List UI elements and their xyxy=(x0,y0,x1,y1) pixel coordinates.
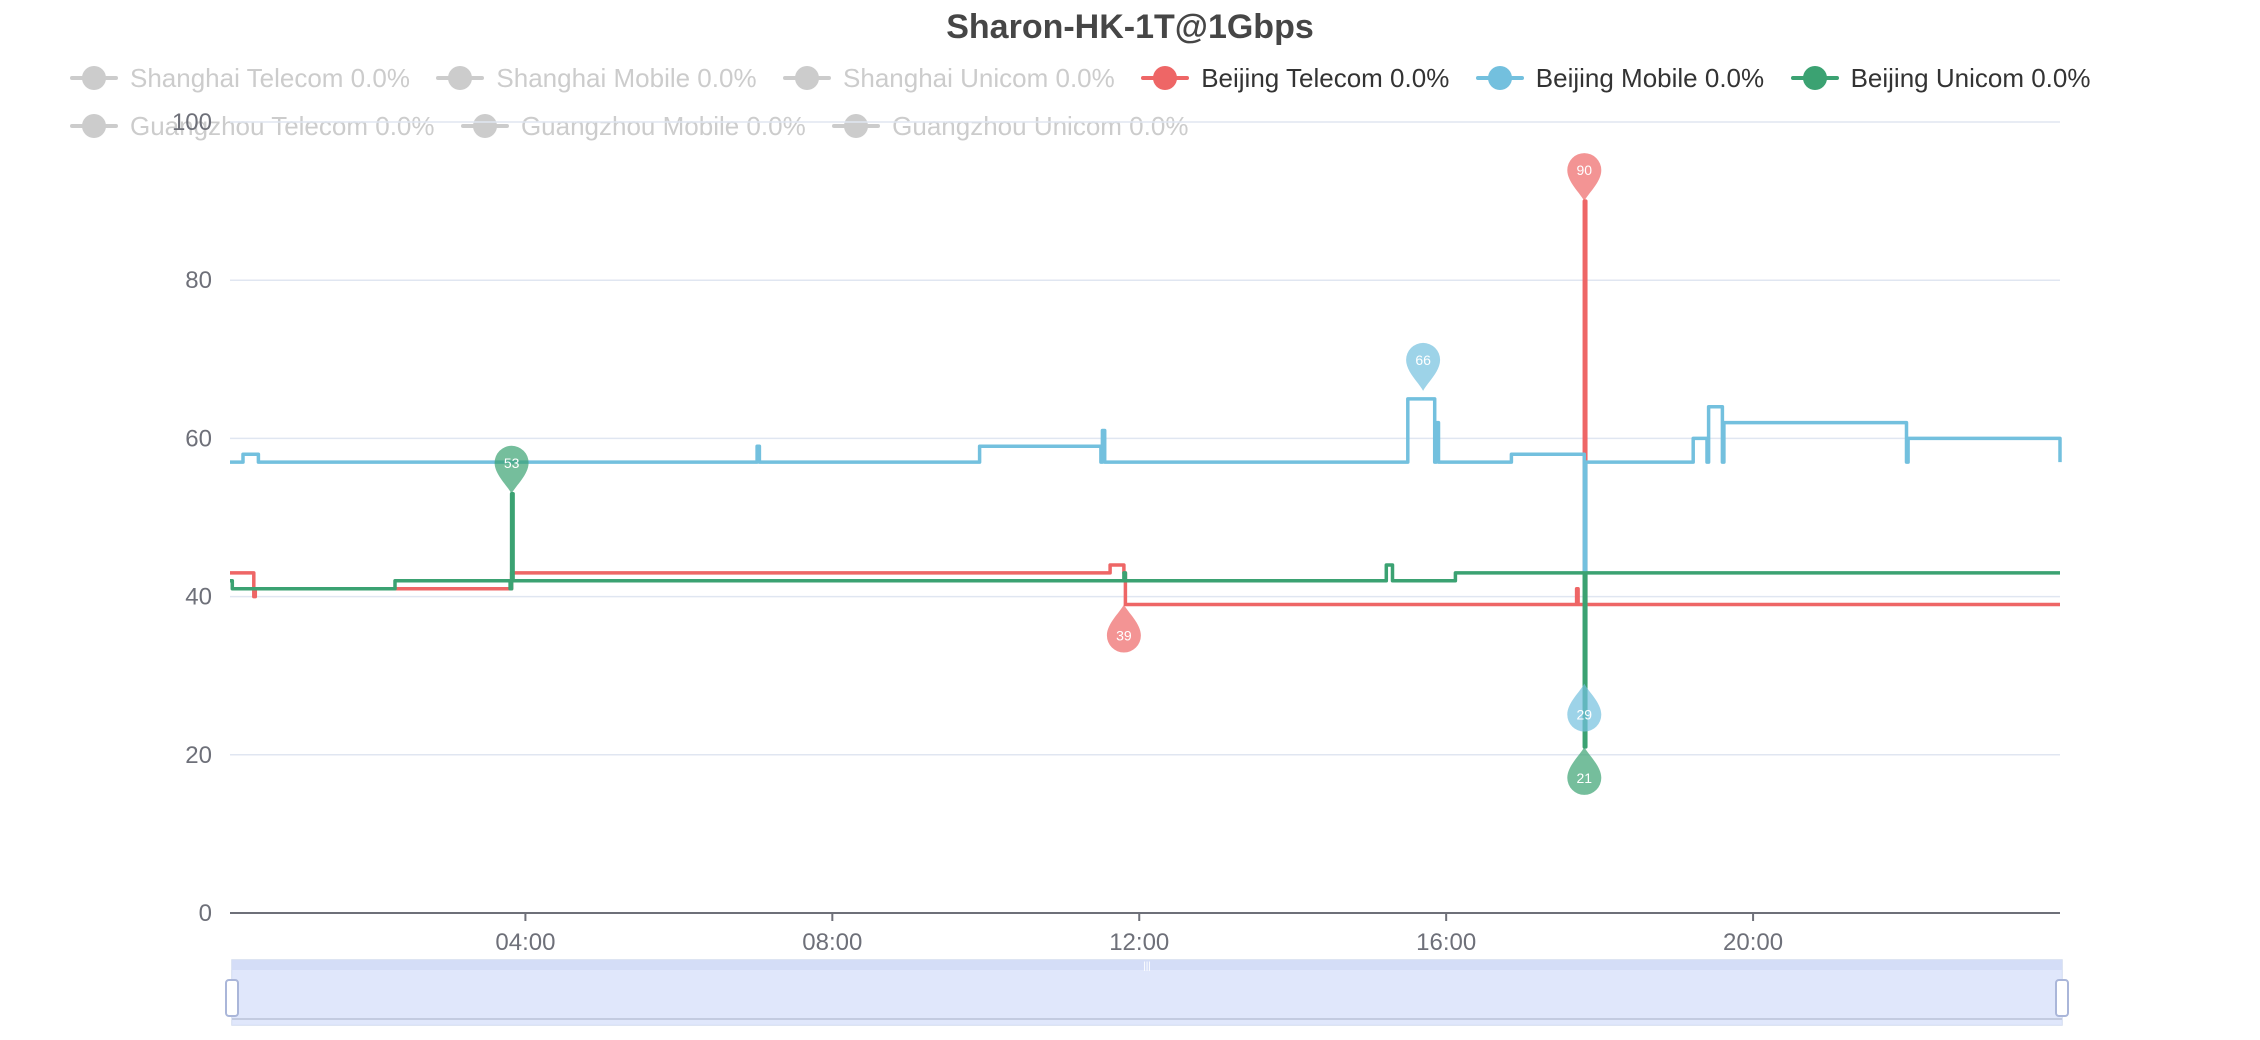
marker-label: 66 xyxy=(1415,352,1431,368)
legend-item-shanghai-mobile[interactable]: Shanghai Mobile 0.0% xyxy=(436,58,757,98)
marker-label: 39 xyxy=(1116,628,1132,644)
legend-label: Guangzhou Unicom 0.0% xyxy=(892,110,1189,141)
marker-label: 21 xyxy=(1577,770,1593,786)
legend-label: Guangzhou Telecom 0.0% xyxy=(130,110,435,141)
marker-pins: 90 39 66 29 53 21 xyxy=(494,153,1602,795)
y-tick-label: 20 xyxy=(185,742,212,769)
series-line[interactable] xyxy=(230,492,2060,749)
legend-item-beijing-mobile[interactable]: Beijing Mobile 0.0% xyxy=(1475,58,1765,98)
x-tick-label: 20:00 xyxy=(1723,929,1783,956)
x-tick-label: 12:00 xyxy=(1109,929,1169,956)
zoom-move-bar[interactable] xyxy=(232,960,2062,970)
data-zoom-slider[interactable]: ||| xyxy=(225,959,2069,1026)
legend-line-circle-icon xyxy=(1790,58,1839,98)
legend-line-circle-icon xyxy=(832,106,881,146)
legend-row-1: Shanghai Telecom 0.0% Shanghai Mobile 0.… xyxy=(70,58,2260,106)
zoom-handle-left[interactable] xyxy=(225,979,239,1017)
legend-label: Guangzhou Mobile 0.0% xyxy=(520,110,806,141)
grid-lines xyxy=(230,121,2060,756)
series-lines xyxy=(230,199,2062,749)
max-marker-pin[interactable]: 53 xyxy=(494,445,529,494)
legend-row-2: Guangzhou Telecom 0.0% Guangzhou Mobile … xyxy=(70,106,2260,154)
legend-line-circle-icon xyxy=(460,106,509,146)
legend-line-circle-icon xyxy=(436,58,485,98)
axes: 0 20 40 60 80 100 04:00 08:00 12:00 16:00 20:00 xyxy=(172,109,2060,956)
legend-label: Beijing Mobile 0.0% xyxy=(1535,62,1765,93)
marker-label: 29 xyxy=(1577,707,1593,723)
zoom-grip-icon: ||| xyxy=(1143,961,1151,972)
max-marker-pin[interactable]: 90 xyxy=(1567,153,1602,202)
legend-item-beijing-telecom[interactable]: Beijing Telecom 0.0% xyxy=(1141,58,1449,98)
x-tick-label: 08:00 xyxy=(802,929,862,956)
legend-item-shanghai-telecom[interactable]: Shanghai Telecom 0.0% xyxy=(70,58,410,98)
series-line[interactable] xyxy=(230,199,2060,607)
y-tick-label: 40 xyxy=(185,584,212,611)
x-tick-label: 16:00 xyxy=(1416,929,1476,956)
legend-line-circle-icon xyxy=(70,58,118,98)
series-line[interactable] xyxy=(230,397,2062,686)
legend-item-guangzhou-telecom[interactable]: Guangzhou Telecom 0.0% xyxy=(70,106,435,146)
x-tick-label: 04:00 xyxy=(495,929,555,956)
chart-title: Sharon-HK-1T@1Gbps xyxy=(946,8,1314,46)
legend-line-circle-icon xyxy=(1475,58,1524,98)
y-tick-label: 60 xyxy=(185,425,212,452)
legend-label: Shanghai Unicom 0.0% xyxy=(843,62,1115,93)
legend-item-guangzhou-mobile[interactable]: Guangzhou Mobile 0.0% xyxy=(460,106,806,146)
y-tick-label: 80 xyxy=(185,267,212,294)
marker-label: 53 xyxy=(504,455,520,471)
legend-label: Shanghai Mobile 0.0% xyxy=(496,62,757,93)
min-marker-pin[interactable]: 21 xyxy=(1567,746,1602,795)
legend-item-shanghai-unicom[interactable]: Shanghai Unicom 0.0% xyxy=(783,58,1115,98)
legend-label: Beijing Telecom 0.0% xyxy=(1201,62,1450,93)
marker-label: 90 xyxy=(1577,162,1593,178)
legend-line-circle-icon xyxy=(1141,58,1190,98)
legend-item-guangzhou-unicom[interactable]: Guangzhou Unicom 0.0% xyxy=(832,106,1188,146)
legend-line-circle-icon xyxy=(70,106,118,146)
legend: Shanghai Telecom 0.0% Shanghai Mobile 0.… xyxy=(70,58,2260,154)
y-tick-label: 100 xyxy=(172,109,212,136)
min-marker-pin[interactable]: 39 xyxy=(1106,604,1141,653)
legend-label: Beijing Unicom 0.0% xyxy=(1850,62,2091,93)
legend-label: Shanghai Telecom 0.0% xyxy=(130,62,410,93)
legend-item-beijing-unicom[interactable]: Beijing Unicom 0.0% xyxy=(1790,58,2091,98)
zoom-selected-range[interactable] xyxy=(232,960,2062,1025)
max-marker-pin[interactable]: 66 xyxy=(1406,342,1441,391)
y-tick-label: 0 xyxy=(199,900,212,927)
zoom-handle-right[interactable] xyxy=(2055,979,2069,1017)
legend-line-circle-icon xyxy=(783,58,832,98)
min-marker-pin[interactable]: 29 xyxy=(1567,683,1602,732)
